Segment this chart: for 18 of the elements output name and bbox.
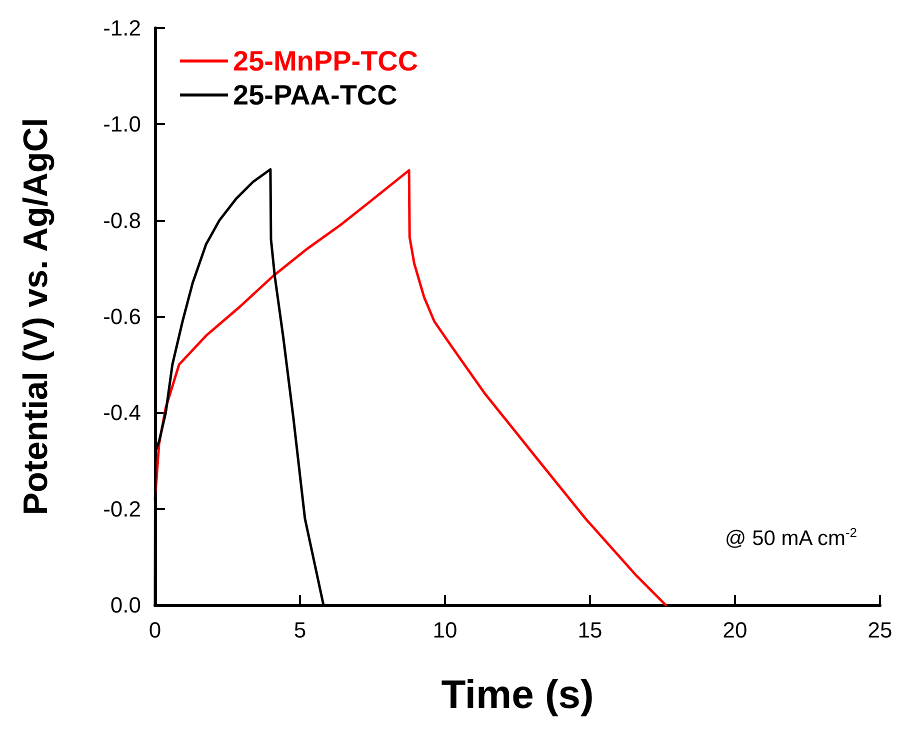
x-tick-label: 25 [868,618,892,642]
x-tick-label: 20 [722,618,748,642]
x-tick-label: 0 [148,618,162,642]
y-tick-label: -0.4 [103,400,141,426]
y-tick-label: -1.0 [103,112,141,137]
x-tick-label: 15 [578,618,602,642]
y-axis-title: Potential (V) vs. Ag/AgCl [17,118,55,516]
annotation: @ 50 mA cm$^{-2}$ [724,525,857,551]
x-tick-label: 10 [432,618,458,642]
y-tick-label: -0.6 [103,304,141,329]
y-tick-label: -1.2 [103,16,141,40]
legend-label: 25-MnPP-TCC [233,46,418,76]
legend-label: 25-PAA-TCC [233,80,398,110]
x-tick-label: 5 [294,618,306,642]
y-tick-label: -0.8 [103,208,141,233]
y-tick-label: -0.2 [103,496,141,522]
y-tick-label: 0.0 [110,592,141,618]
x-axis-title: Time (s) [441,673,594,717]
